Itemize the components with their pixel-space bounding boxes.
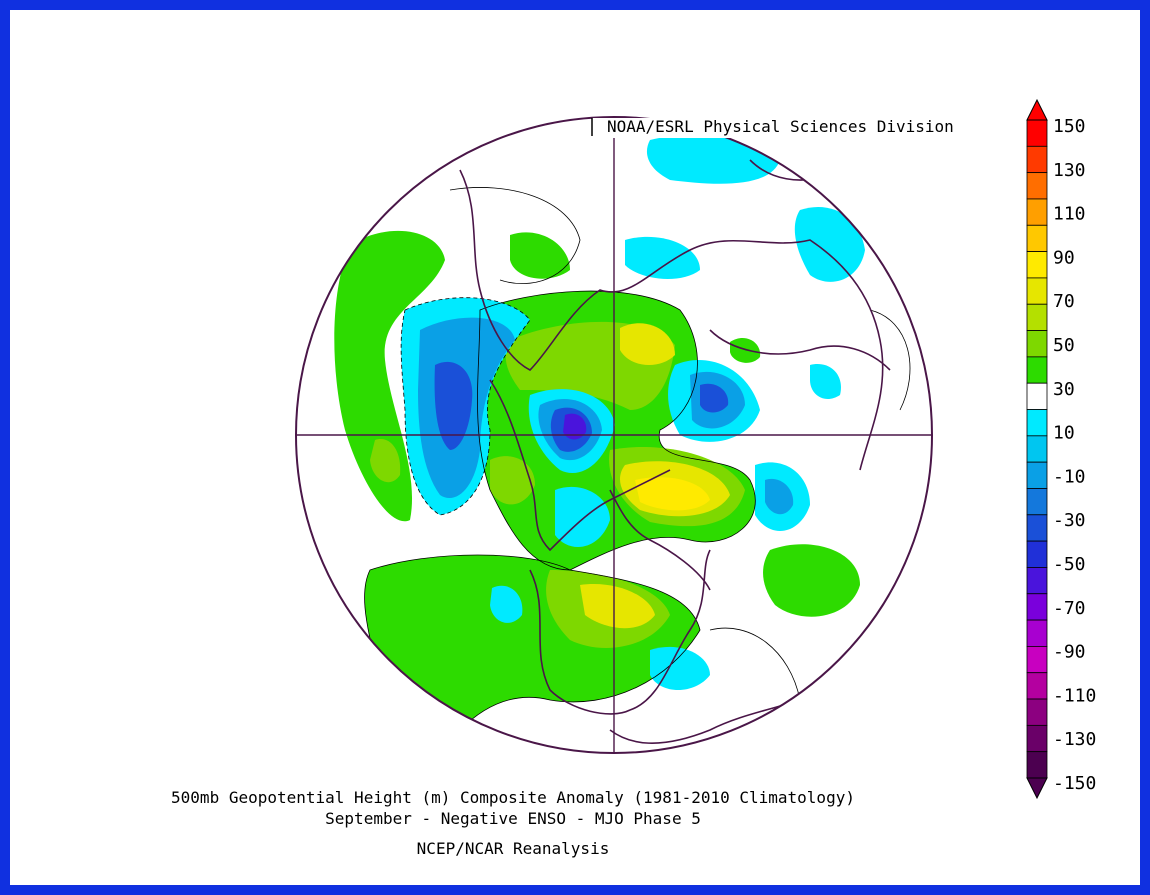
- colorbar-swatch: [1026, 567, 1048, 595]
- colorbar-swatch: [1026, 145, 1048, 174]
- map-boundary-circle: [295, 116, 933, 754]
- colorbar-label: -10: [1053, 466, 1086, 487]
- colorbar-label: 110: [1053, 204, 1086, 225]
- colorbar-swatch: [1026, 356, 1048, 384]
- colorbar-swatch: [1026, 303, 1048, 331]
- positive-anomaly-70: [635, 477, 710, 511]
- colorbar-label: 70: [1053, 291, 1075, 312]
- colorbar-swatch: [1026, 330, 1048, 358]
- colorbar-max-arrow: [1026, 98, 1048, 121]
- colorbar-label: 30: [1053, 379, 1075, 400]
- colorbar-label: 90: [1053, 247, 1075, 268]
- colorbar-swatch: [1026, 461, 1048, 489]
- colorbar-label: -110: [1053, 685, 1096, 706]
- colorbar-label: -50: [1053, 554, 1086, 575]
- colorbar-swatch: [1026, 172, 1048, 200]
- colorbar-swatch: [1026, 593, 1048, 621]
- colorbar-swatch: [1026, 540, 1048, 568]
- colorbar-swatch: [1026, 277, 1048, 305]
- colorbar-swatch: [1026, 224, 1048, 252]
- polar-map-figure: NOAA/ESRL Physical Sciences Division 150…: [171, 98, 1096, 858]
- colorbar-swatch: [1026, 409, 1048, 437]
- colorbar-swatch: [1026, 251, 1048, 279]
- colorbar-swatch: [1026, 382, 1048, 410]
- colorbar: 150 130 110 90 70 50 30 10 -10 -30 -50 -70 -90 -110 -1…: [1026, 98, 1096, 800]
- colorbar-label: 10: [1053, 423, 1075, 444]
- colorbar-min-arrow: [1026, 777, 1048, 800]
- colorbar-swatch: [1026, 646, 1048, 674]
- colorbar-label: -90: [1053, 642, 1086, 663]
- colorbar-swatch: [1026, 751, 1048, 779]
- negative-anomaly-70: [563, 413, 587, 440]
- colorbar-label: -130: [1053, 729, 1096, 750]
- colorbar-label: 150: [1053, 116, 1086, 137]
- colorbar-swatch: [1026, 672, 1048, 700]
- colorbar-swatch: [1026, 724, 1048, 753]
- colorbar-swatch: [1026, 119, 1048, 147]
- anomaly-map: [296, 117, 932, 753]
- colorbar-label: -70: [1053, 598, 1086, 619]
- colorbar-swatch: [1026, 198, 1048, 226]
- colorbar-label: 50: [1053, 335, 1075, 356]
- colorbar-swatch: [1026, 698, 1048, 726]
- credit-label: NCEP/NCAR Reanalysis: [417, 839, 610, 858]
- colorbar-swatch: [1026, 435, 1048, 463]
- source-label: NOAA/ESRL Physical Sciences Division: [607, 117, 954, 136]
- title-line-2: September - Negative ENSO - MJO Phase 5: [325, 809, 701, 828]
- colorbar-swatch: [1026, 488, 1048, 516]
- colorbar-swatch: [1026, 514, 1048, 542]
- title-line-1: 500mb Geopotential Height (m) Composite …: [171, 788, 855, 807]
- colorbar-label: 130: [1053, 160, 1086, 181]
- figure-frame: NOAA/ESRL Physical Sciences Division 150…: [10, 10, 1140, 885]
- colorbar-swatch: [1026, 619, 1048, 647]
- colorbar-label: -150: [1053, 773, 1096, 794]
- colorbar-label: -30: [1053, 510, 1086, 531]
